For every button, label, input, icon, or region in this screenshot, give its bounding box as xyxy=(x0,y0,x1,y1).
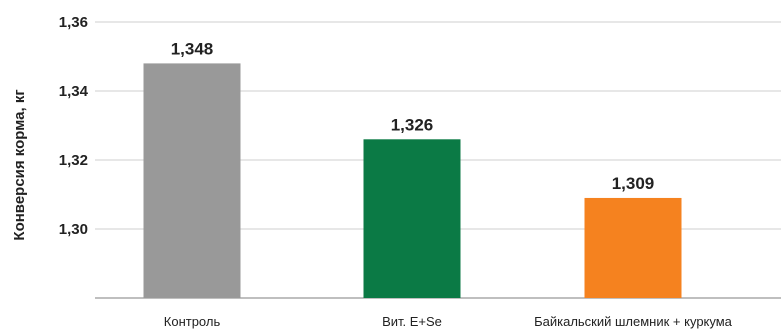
bar xyxy=(584,197,682,298)
labels: 1,30 1,32 1,34 1,36 1,348 Контроль 1,326 Вит. E… xyxy=(59,14,733,329)
y-tick-label: 1,34 xyxy=(59,83,89,100)
x-tick-label: Контроль xyxy=(164,314,221,329)
data-label: 1,348 xyxy=(171,39,214,58)
bar xyxy=(143,63,241,299)
data-label: 1,309 xyxy=(612,174,655,193)
x-tick-label: Вит. E+Se xyxy=(382,314,442,329)
data-label: 1,326 xyxy=(391,115,434,134)
bars xyxy=(143,63,682,299)
y-tick-label: 1,36 xyxy=(59,14,88,31)
x-tick-label: Байкальский шлемник + куркума xyxy=(534,314,733,329)
y-tick-label: 1,30 xyxy=(59,221,88,238)
y-axis-title: Конверсия корма, кг xyxy=(11,89,28,240)
y-tick-label: 1,32 xyxy=(59,152,88,169)
bar xyxy=(363,139,461,298)
